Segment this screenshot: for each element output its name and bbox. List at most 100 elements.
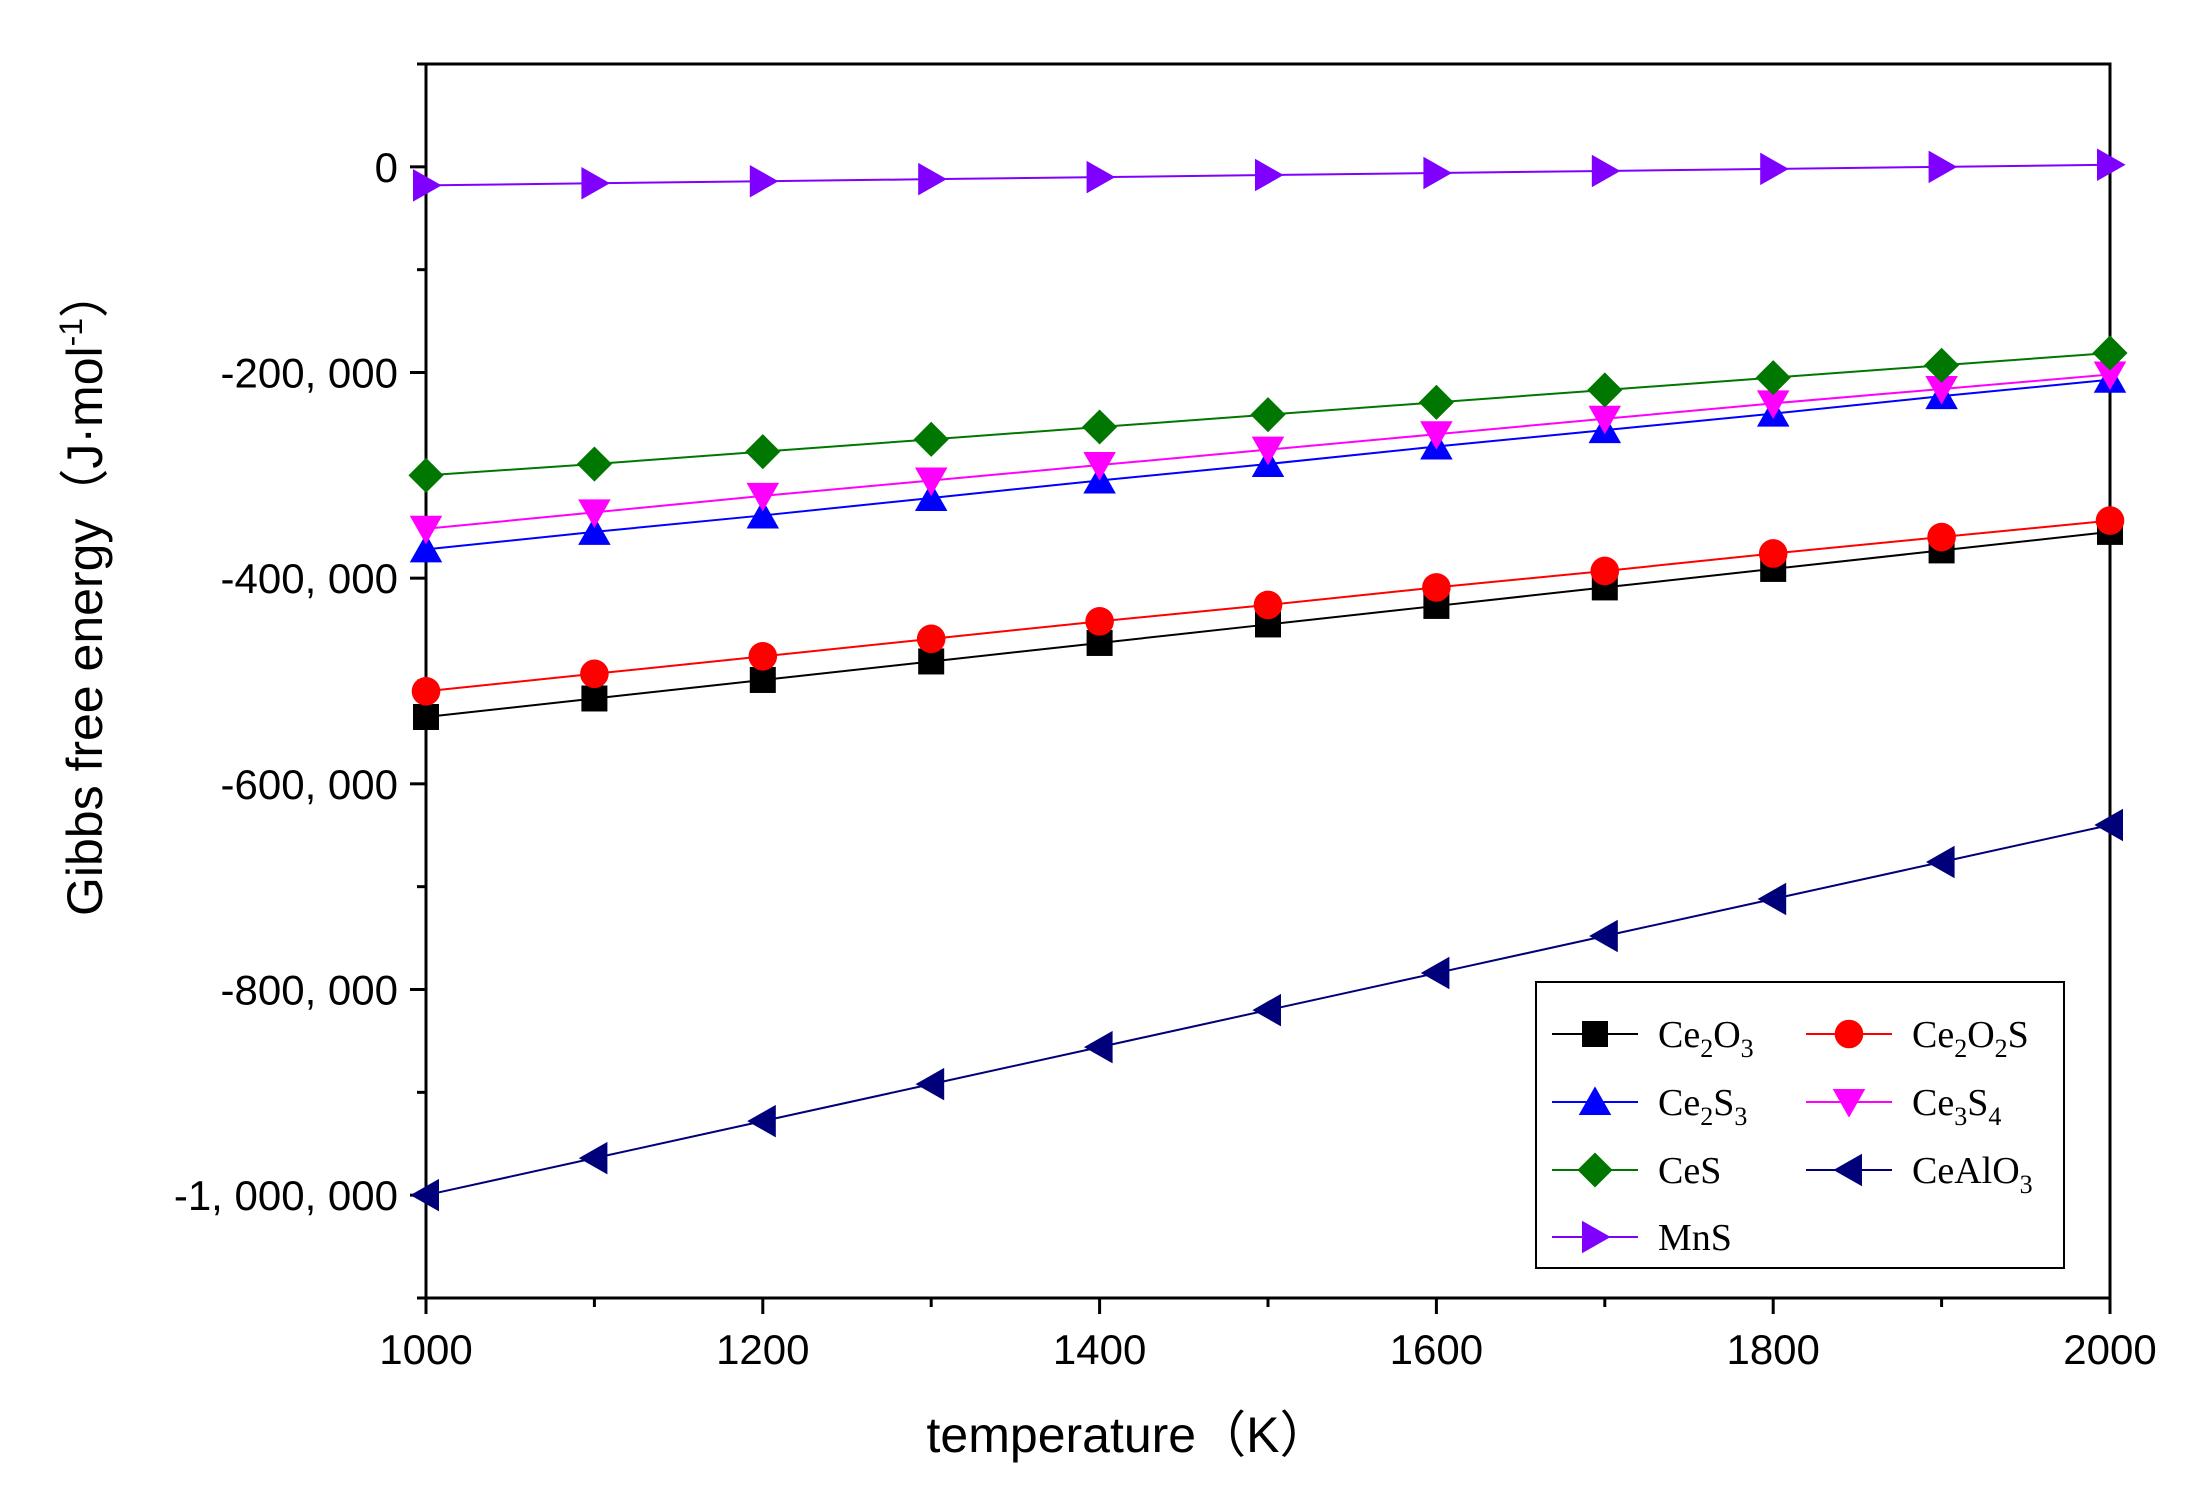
legend-marker [1832, 1089, 1866, 1118]
data-point [1758, 539, 1788, 568]
data-point [409, 515, 443, 545]
data-point [745, 434, 781, 470]
legend-item-ce2o2s: Ce2O2S [1806, 1014, 2029, 1063]
y-axis-title-main: Gibbs free energy（J·mol [57, 346, 113, 916]
data-point [1926, 845, 1955, 879]
data-point [1086, 160, 1116, 194]
data-point [1082, 409, 1118, 445]
data-point [581, 685, 608, 712]
legend: Ce2O3 Ce2O2S Ce2S3 Ce3S4 CeS CeAlO3 MnS [1535, 981, 2065, 1269]
data-point [580, 659, 609, 689]
legend-marker [1578, 1086, 1612, 1115]
data-point [746, 482, 780, 512]
x-tick-label: 1200 [716, 1326, 809, 1373]
data-point [1756, 390, 1790, 419]
data-point [408, 457, 444, 493]
data-point [1591, 154, 1621, 188]
y-tick-label: -600, 000 [221, 761, 398, 808]
y-tick-label: -400, 000 [221, 555, 398, 602]
data-point [2094, 808, 2123, 842]
series-mns [413, 148, 2126, 202]
data-point [915, 1067, 945, 1101]
data-point [916, 624, 946, 654]
data-point [1423, 156, 1452, 190]
legend-label: Ce2O3 [1658, 1014, 1754, 1063]
data-point [413, 703, 439, 730]
y-axis-title-end: ） [57, 268, 113, 318]
data-point [2095, 506, 2125, 535]
x-tick-label: 1800 [1726, 1326, 1819, 1373]
data-point [1757, 882, 1787, 916]
legend-marker [1577, 1152, 1613, 1188]
data-point [747, 1104, 776, 1138]
data-point [1755, 360, 1791, 396]
data-point [2093, 361, 2127, 391]
data-point [1928, 150, 1958, 184]
series-cealo3 [410, 808, 2123, 1212]
y-tick-label: -800, 000 [221, 967, 398, 1014]
data-point [413, 169, 442, 202]
legend-label: Ce2O2S [1912, 1014, 2029, 1063]
data-point [1251, 436, 1285, 466]
data-point [1418, 384, 1454, 420]
data-point [581, 167, 610, 200]
data-point [914, 467, 948, 497]
y-axis-title-sup: -1 [53, 318, 89, 346]
legend-item-ce3s4: Ce3S4 [1806, 1082, 2001, 1131]
data-point [578, 516, 611, 545]
x-axis-title: temperature（K） [927, 1407, 1330, 1463]
data-point [749, 666, 776, 693]
legend-label: Ce2S3 [1658, 1082, 1747, 1131]
y-axis-title: Gibbs free energy（J·mol-1） [53, 268, 113, 916]
data-point [918, 162, 947, 196]
data-point [914, 482, 948, 511]
data-point [1422, 573, 1451, 602]
legend-marker [1582, 1021, 1608, 1047]
legend-label: CeAlO3 [1912, 1150, 2033, 1199]
legend-item-cealo3: CeAlO3 [1806, 1150, 2033, 1199]
series-ce2o2s [411, 506, 2125, 706]
x-tick-label: 1600 [1390, 1326, 1483, 1373]
data-point [749, 164, 779, 198]
legend-label: MnS [1658, 1217, 1732, 1259]
data-point [1589, 919, 1618, 953]
data-point [576, 446, 612, 482]
legend-box [1535, 981, 2065, 1269]
data-point [1085, 607, 1114, 636]
y-tick-label: 0 [375, 144, 398, 191]
data-point [1588, 405, 1622, 435]
x-tick-label: 2000 [2063, 1326, 2156, 1373]
data-point [748, 642, 778, 671]
data-point [1084, 1030, 1113, 1064]
series-ce2o3 [413, 518, 2123, 730]
x-tick-label: 1000 [379, 1326, 472, 1373]
legend-item-mns: MnS [1552, 1217, 1732, 1259]
data-point [1083, 452, 1116, 481]
data-point [578, 499, 611, 528]
data-point [578, 1141, 608, 1175]
data-point [1420, 956, 1450, 990]
data-point [2097, 148, 2126, 182]
data-point [409, 533, 443, 563]
data-point [1587, 372, 1623, 408]
series-ces [408, 335, 2128, 493]
data-point [1255, 158, 1284, 192]
data-point [1590, 556, 1620, 586]
legend-label: CeS [1658, 1150, 1721, 1192]
y-tick-label: -200, 000 [221, 350, 398, 397]
legend-marker [1833, 1153, 1862, 1187]
legend-marker [1834, 1019, 1864, 1049]
legend-label: Ce3S4 [1912, 1082, 2001, 1131]
data-point [1252, 993, 1281, 1027]
data-point [1927, 522, 1956, 552]
axes-layer: 1000 1200 1400 1600 1800 2000 0 -200, 000 -400, … [174, 62, 2157, 1373]
series-ce3s4 [409, 361, 2127, 545]
data-point [2092, 335, 2128, 371]
data-point [410, 1178, 439, 1212]
data-point [1250, 397, 1286, 433]
data-point [411, 676, 441, 706]
y-tick-label: -1, 000, 000 [174, 1172, 398, 1219]
data-point [1924, 347, 1960, 383]
legend-marker [1582, 1220, 1611, 1254]
